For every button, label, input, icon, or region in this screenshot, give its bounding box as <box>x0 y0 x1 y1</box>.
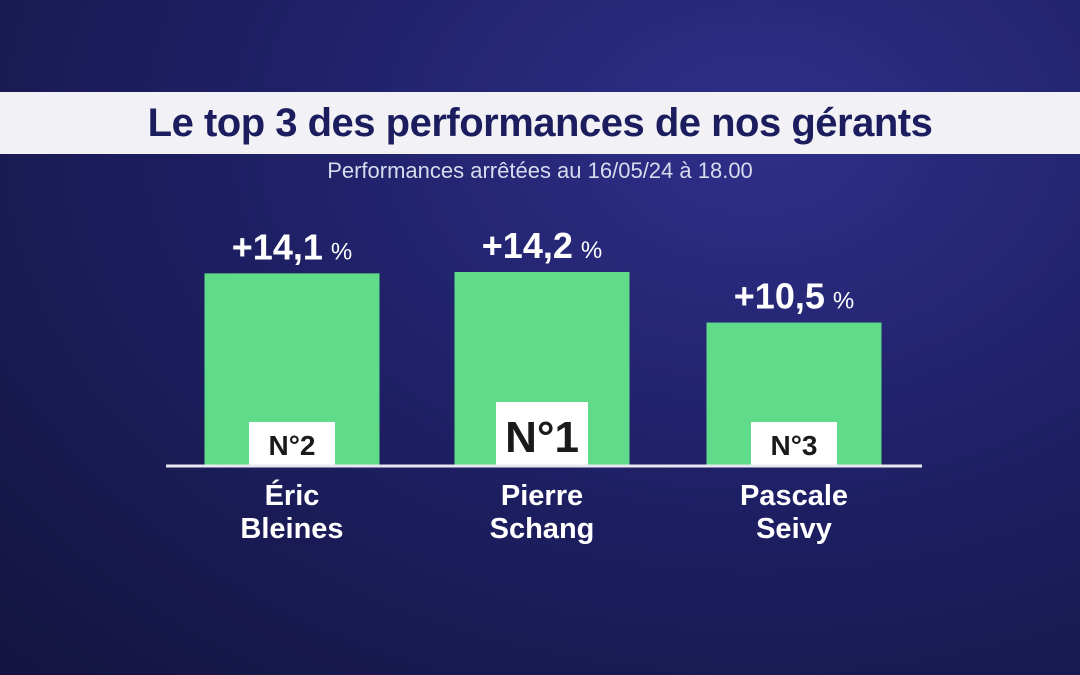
category-label-2-line-2: Schang <box>490 513 595 545</box>
chart-subtitle: Performances arrêtées au 16/05/24 à 18.0… <box>327 158 753 183</box>
rank-badge-3 <box>751 422 837 466</box>
category-label-3-line-2: Seivy <box>756 513 832 545</box>
value-label-3: +10,5% <box>734 276 854 317</box>
chart-title: Le top 3 des performances de nos gérants <box>147 100 933 145</box>
rank-label-2: N°1 <box>505 413 579 462</box>
rank-badge-1 <box>249 422 335 466</box>
category-label-3-line-1: Pascale <box>740 480 848 512</box>
category-label-1-line-2: Bleines <box>240 513 343 545</box>
value-label-2: +14,2% <box>482 225 602 266</box>
rank-label-1: N°2 <box>269 430 316 461</box>
rank-badge-2 <box>496 402 588 466</box>
title-band: Le top 3 des performances de nos gérants <box>0 92 1080 154</box>
value-label-1: +14,1% <box>232 226 352 267</box>
category-label-2-line-1: Pierre <box>501 480 583 512</box>
category-label-1-line-1: Éric <box>265 478 320 512</box>
rank-label-3: N°3 <box>771 430 818 461</box>
